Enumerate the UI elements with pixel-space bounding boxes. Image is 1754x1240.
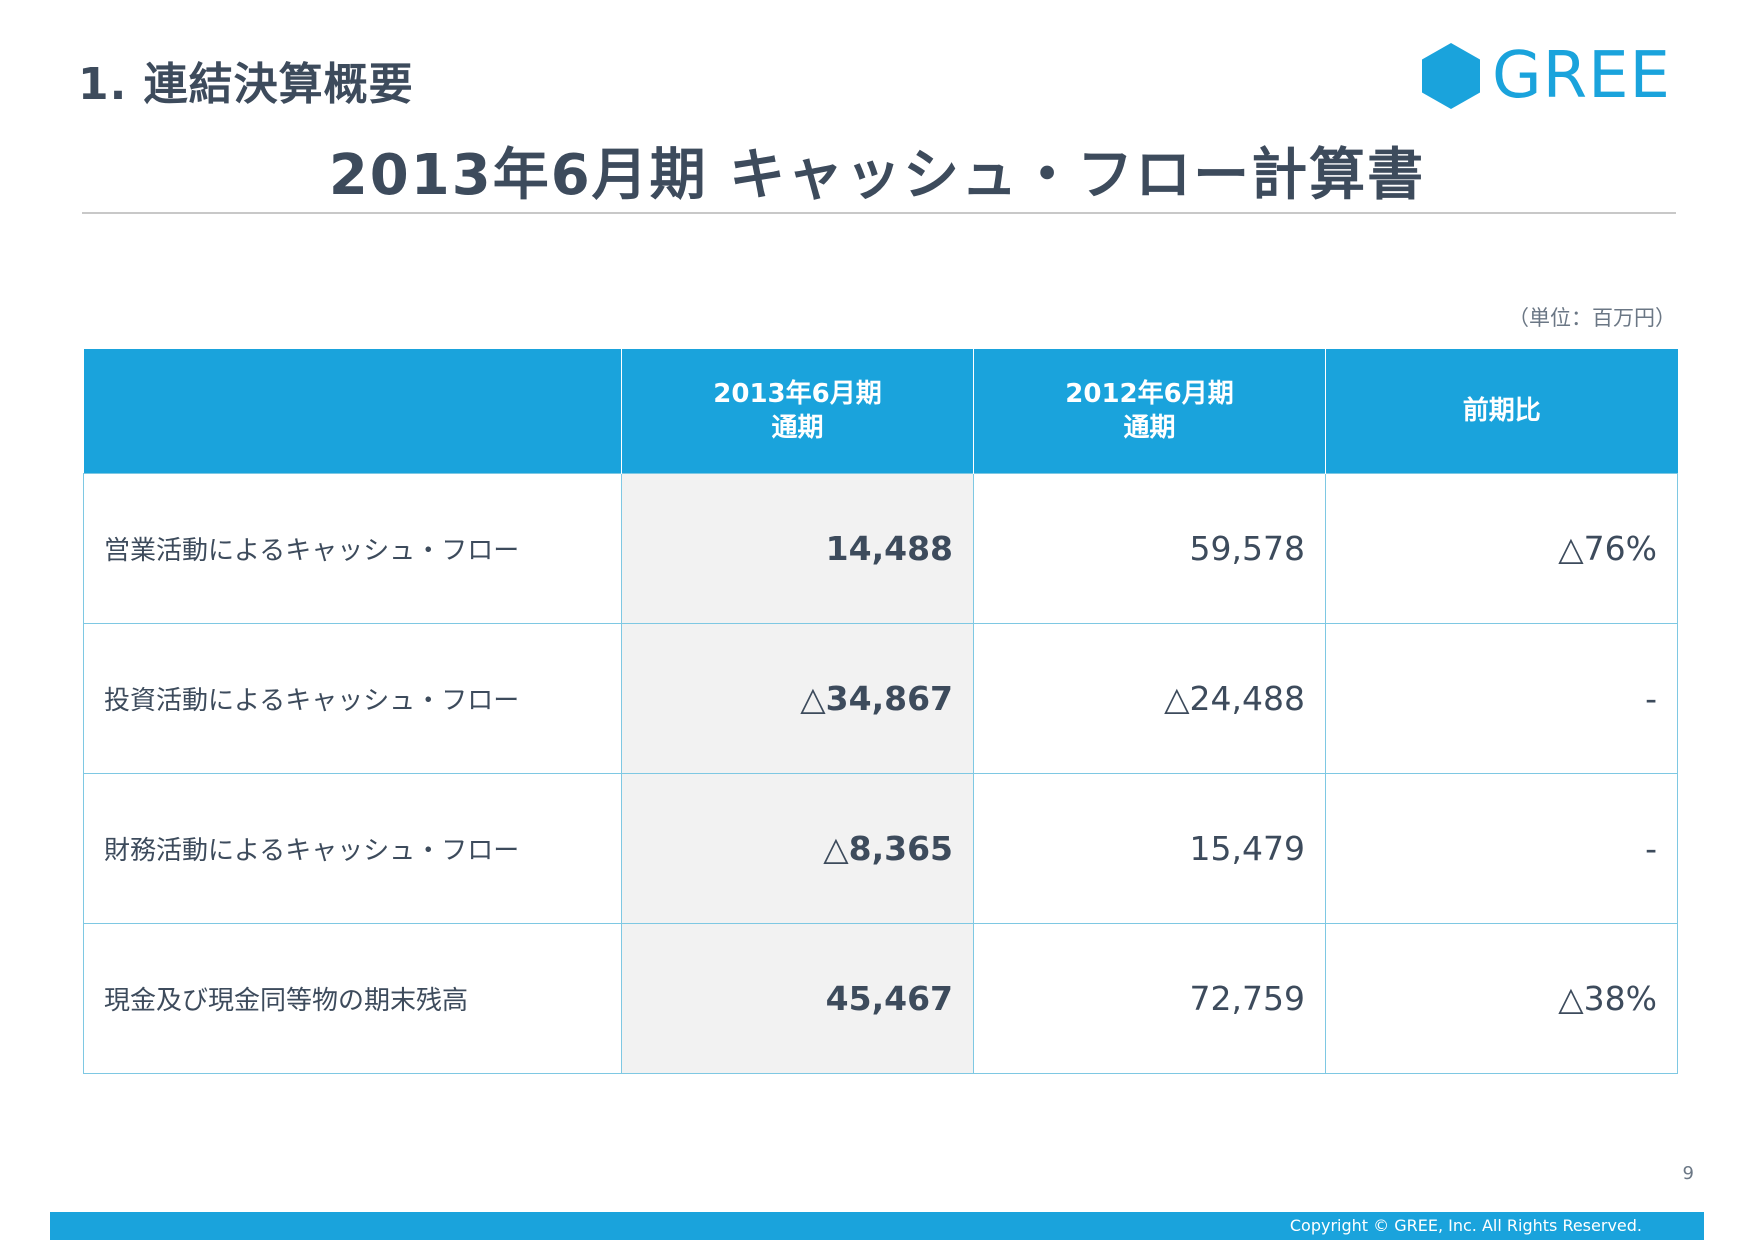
row-label: 投資活動によるキャッシュ・フロー	[83, 623, 622, 774]
header-fy2012-period: 2012年6月期	[1065, 379, 1234, 409]
page-number: 9	[1682, 1163, 1694, 1184]
cell-yoy: -	[1325, 623, 1678, 774]
cell-yoy: △76%	[1325, 473, 1678, 624]
header-fy2013-period: 2013年6月期	[713, 379, 882, 409]
table-row: 財務活動によるキャッシュ・フロー △8,365 15,479 -	[83, 773, 1678, 924]
cell-fy2013: △8,365	[621, 773, 974, 924]
cell-fy2012: 15,479	[973, 773, 1326, 924]
cell-fy2012: 59,578	[973, 473, 1326, 624]
header-fy2012: 2012年6月期 通期	[973, 349, 1326, 474]
cell-yoy: △38%	[1325, 923, 1678, 1074]
copyright-text: Copyright © GREE, Inc. All Rights Reserv…	[1289, 1216, 1642, 1235]
table-row: 営業活動によるキャッシュ・フロー 14,488 59,578 △76%	[83, 473, 1678, 624]
footer-bar: Copyright © GREE, Inc. All Rights Reserv…	[50, 1212, 1704, 1240]
cell-yoy: -	[1325, 773, 1678, 924]
header-yoy: 前期比	[1325, 349, 1678, 474]
row-label: 営業活動によるキャッシュ・フロー	[83, 473, 622, 624]
row-label: 財務活動によるキャッシュ・フロー	[83, 773, 622, 924]
logo-text: GREE	[1492, 39, 1671, 113]
header-label-column	[83, 349, 622, 474]
cell-fy2012: 72,759	[973, 923, 1326, 1074]
cell-fy2013: 14,488	[621, 473, 974, 624]
table-header-row: 2013年6月期 通期 2012年6月期 通期 前期比	[83, 349, 1678, 474]
title-divider	[82, 212, 1676, 214]
header-fy2013-scope: 通期	[771, 413, 824, 443]
unit-note: （単位：百万円）	[1508, 306, 1676, 330]
cell-fy2013: 45,467	[621, 923, 974, 1074]
hexagon-logo-icon	[1422, 43, 1480, 109]
row-label: 現金及び現金同等物の期末残高	[83, 923, 622, 1074]
gree-logo: GREE	[1422, 40, 1671, 112]
cell-fy2013: △34,867	[621, 623, 974, 774]
table-row: 現金及び現金同等物の期末残高 45,467 72,759 △38%	[83, 923, 1678, 1074]
header-yoy-label: 前期比	[1462, 396, 1541, 426]
header-fy2013: 2013年6月期 通期	[621, 349, 974, 474]
table-row: 投資活動によるキャッシュ・フロー △34,867 △24,488 -	[83, 623, 1678, 774]
header-fy2012-scope: 通期	[1123, 413, 1176, 443]
section-title: 1. 連結決算概要	[78, 59, 414, 110]
cash-flow-table: 2013年6月期 通期 2012年6月期 通期 前期比 営業活動によるキャッシュ…	[83, 349, 1678, 1074]
page-title: 2013年6月期 キャッシュ・フロー計算書	[328, 143, 1426, 208]
cell-fy2012: △24,488	[973, 623, 1326, 774]
